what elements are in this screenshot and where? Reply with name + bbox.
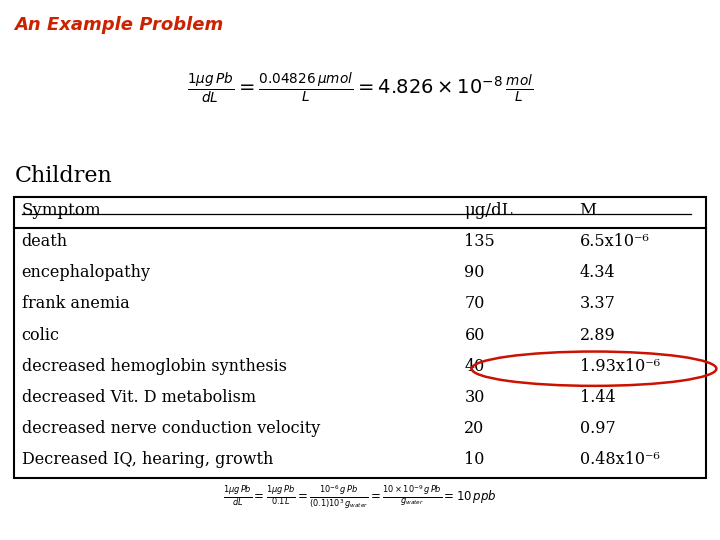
Text: An Example Problem: An Example Problem [14,16,224,34]
Text: decreased nerve conduction velocity: decreased nerve conduction velocity [22,420,320,437]
Text: decreased Vit. D metabolism: decreased Vit. D metabolism [22,389,256,406]
Text: 1.44: 1.44 [580,389,615,406]
Text: 70: 70 [464,295,485,312]
Text: 20: 20 [464,420,485,437]
Text: 6.5x10⁻⁶: 6.5x10⁻⁶ [580,233,649,250]
Text: 0.48x10⁻⁶: 0.48x10⁻⁶ [580,451,660,468]
Text: Decreased IQ, hearing, growth: Decreased IQ, hearing, growth [22,451,273,468]
Text: colic: colic [22,327,60,343]
Text: 30: 30 [464,389,485,406]
Text: 2.89: 2.89 [580,327,616,343]
Text: frank anemia: frank anemia [22,295,130,312]
Text: 90: 90 [464,264,485,281]
Text: death: death [22,233,68,250]
Text: 0.97: 0.97 [580,420,616,437]
Text: 10: 10 [464,451,485,468]
Text: $\frac{1\mu g\,Pb}{dL} = \frac{1\mu g\,Pb}{0.1L} = \frac{10^{-6}\,g\,Pb}{(0.1)10: $\frac{1\mu g\,Pb}{dL} = \frac{1\mu g\,P… [223,483,497,511]
Text: 60: 60 [464,327,485,343]
Text: 3.37: 3.37 [580,295,616,312]
Text: 40: 40 [464,358,485,375]
Text: encephalopathy: encephalopathy [22,264,150,281]
Text: μg/dL: μg/dL [464,202,513,219]
Text: 1.93x10⁻⁶: 1.93x10⁻⁶ [580,358,660,375]
Text: decreased hemoglobin synthesis: decreased hemoglobin synthesis [22,358,287,375]
Text: Children: Children [14,165,112,187]
Text: M: M [580,202,597,219]
Text: 4.34: 4.34 [580,264,615,281]
Text: $\frac{1\mu g\,Pb}{dL} = \frac{0.04826\,\mu mol}{L} = 4.826\times10^{-8}\,\frac{: $\frac{1\mu g\,Pb}{dL} = \frac{0.04826\,… [187,70,533,105]
Text: Symptom: Symptom [22,202,102,219]
Text: 135: 135 [464,233,495,250]
